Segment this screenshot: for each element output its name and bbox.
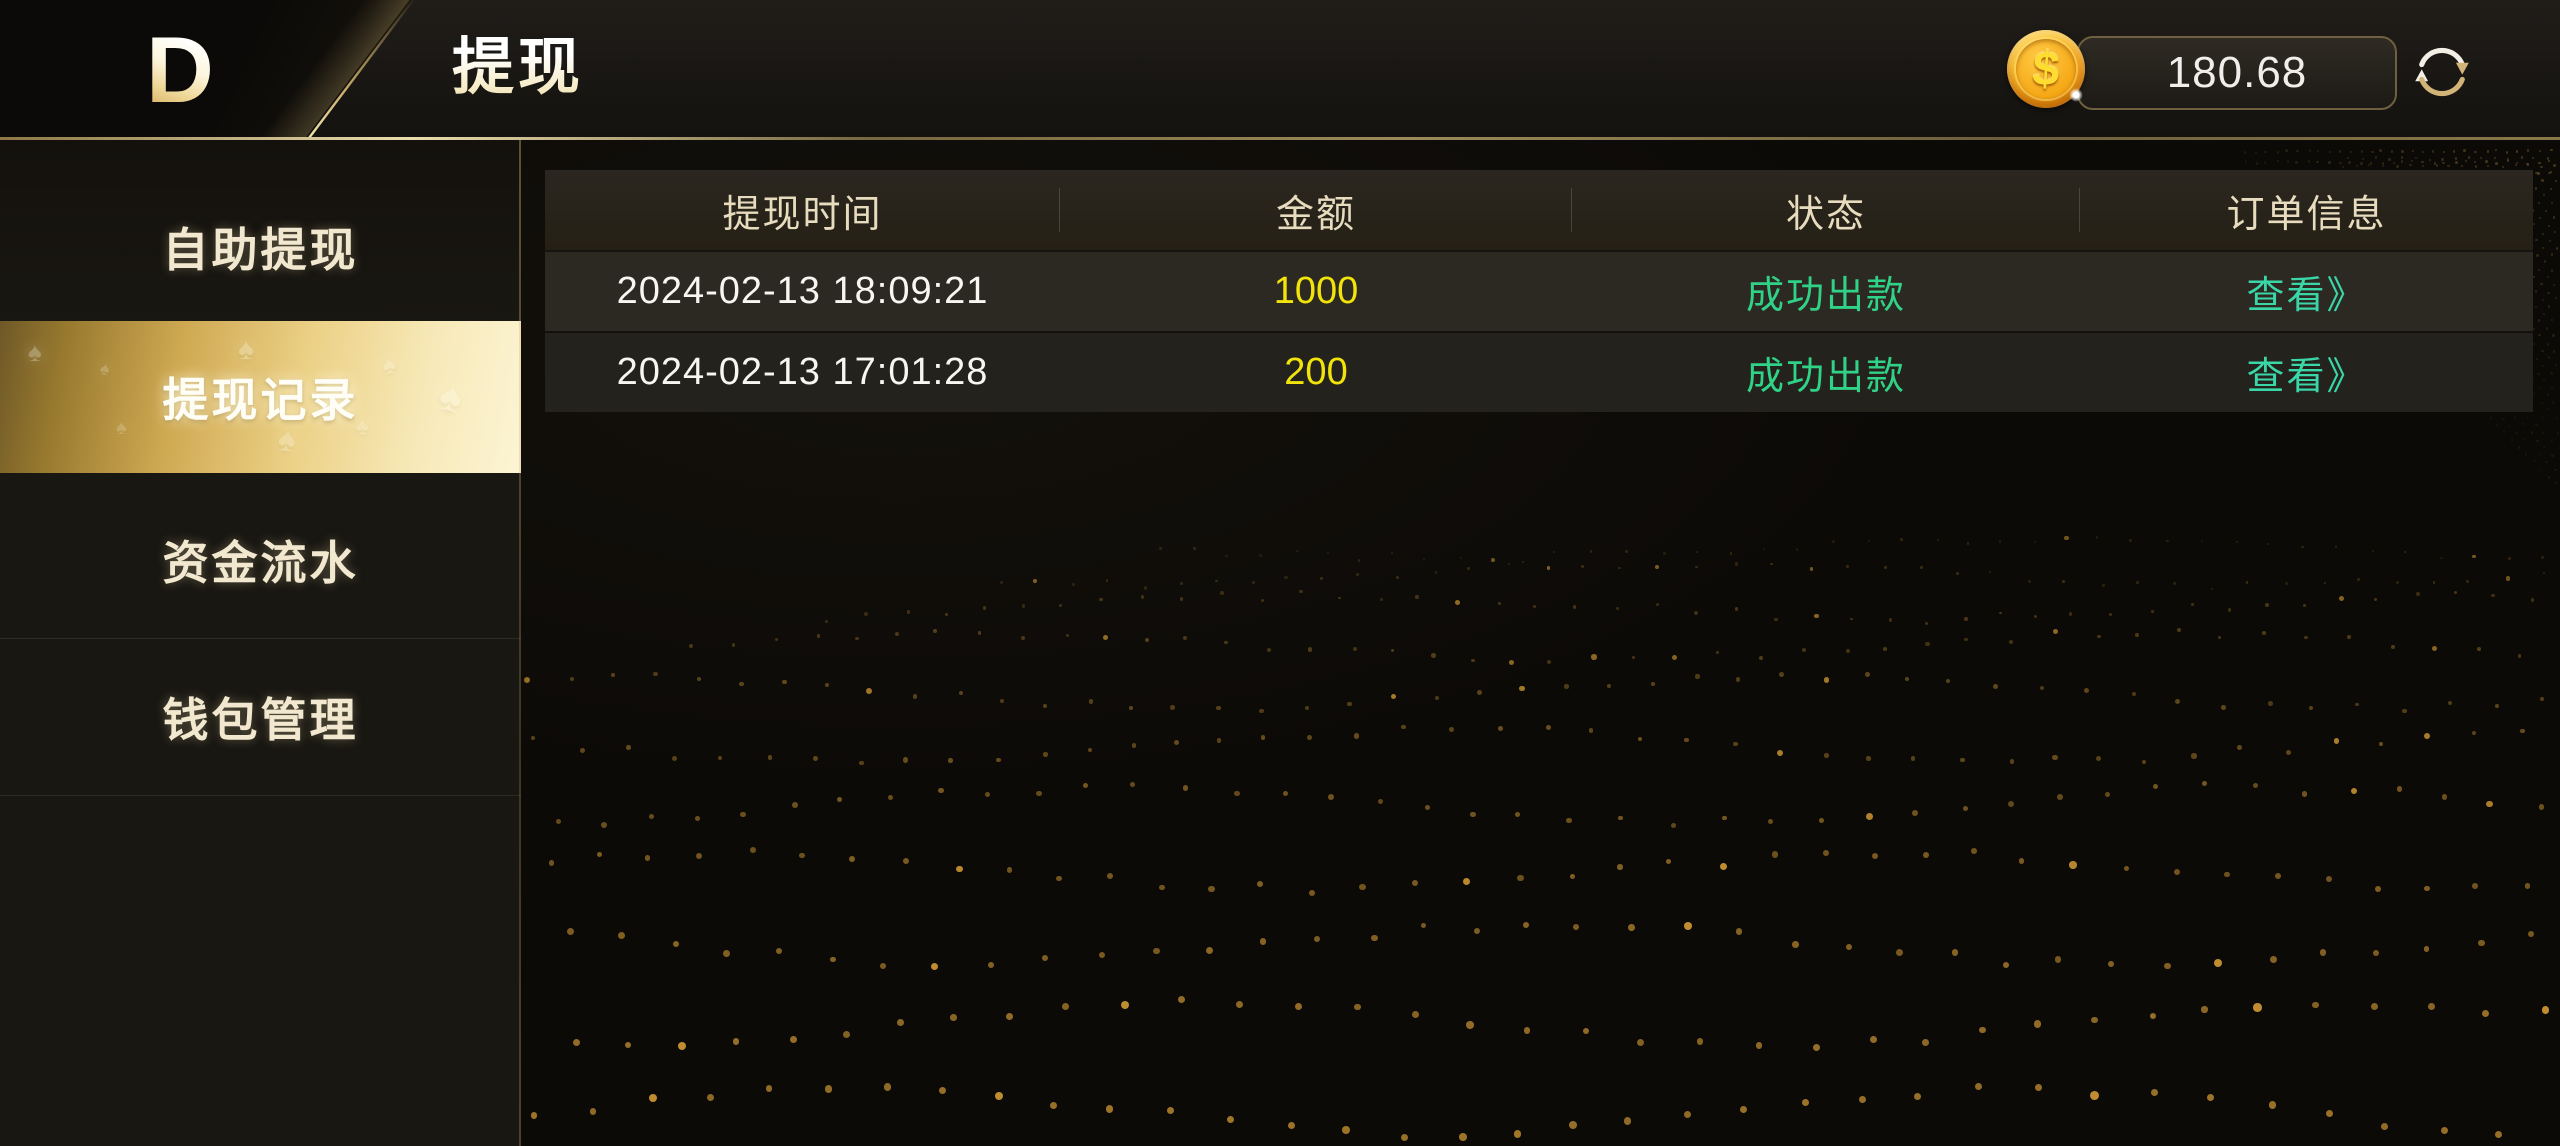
page-title: 提现	[452, 0, 584, 140]
sidebar-item-wallet-management[interactable]: 钱包管理	[0, 639, 521, 796]
table-row: 2024-02-13 17:01:28 200 成功出款 查看》	[545, 331, 2533, 412]
table-row: 2024-02-13 18:09:21 1000 成功出款 查看》	[545, 250, 2533, 331]
withdraw-status: 成功出款	[1745, 275, 1906, 317]
sidebar-item-label: 资金流水	[162, 537, 359, 589]
coin-icon: $	[2007, 30, 2085, 108]
column-header-status: 状态	[1572, 170, 2080, 250]
sidebar-item-label: 钱包管理	[162, 694, 359, 746]
sidebar-item-label: 提现记录	[162, 374, 359, 426]
withdraw-records-table: 提现时间 金额 状态 订单信息 2024-02-13 18:09:21 1000…	[545, 170, 2533, 412]
withdraw-amount: 200	[1284, 351, 1348, 393]
topbar: D 提现 $ 180.68	[0, 0, 2560, 140]
column-header-amount: 金额	[1060, 170, 1572, 250]
sidebar-item-label: 自助提现	[162, 223, 359, 276]
spade-icon	[98, 358, 115, 381]
balance-value: 180.68	[2166, 48, 2308, 97]
spade-icon	[435, 371, 471, 424]
withdraw-time: 2024-02-13 18:09:21	[616, 270, 989, 312]
spade-icon	[116, 417, 130, 440]
view-order-link[interactable]: 查看》	[2246, 275, 2367, 317]
content-area: 提现时间 金额 状态 订单信息 2024-02-13 18:09:21 1000…	[521, 140, 2560, 1146]
column-header-time: 提现时间	[545, 170, 1060, 250]
spade-icon	[379, 348, 401, 381]
spade-icon	[28, 337, 45, 368]
logo-plate-glow	[258, 0, 410, 140]
column-header-order-info: 订单信息	[2226, 193, 2387, 236]
sidebar-item-self-withdraw[interactable]: 自助提现	[0, 168, 521, 325]
coin-sparkle	[2069, 88, 2083, 102]
table-header-row: 提现时间 金额 状态 订单信息	[545, 170, 2533, 250]
spade-icon	[238, 333, 257, 367]
refresh-icon[interactable]	[2408, 38, 2476, 106]
withdraw-status: 成功出款	[1745, 356, 1906, 398]
withdraw-amount: 1000	[1273, 270, 1359, 312]
sidebar-item-fund-flow[interactable]: 资金流水	[0, 482, 521, 639]
sidebar: 自助提现 提现记录 资金流水 钱包管理	[0, 140, 521, 1146]
withdraw-time: 2024-02-13 17:01:28	[616, 351, 989, 393]
balance-display: 180.68	[2077, 36, 2397, 110]
app-logo[interactable]: D	[146, 17, 216, 122]
view-order-link[interactable]: 查看》	[2246, 356, 2367, 398]
sidebar-item-withdraw-records[interactable]: 提现记录	[0, 321, 521, 473]
